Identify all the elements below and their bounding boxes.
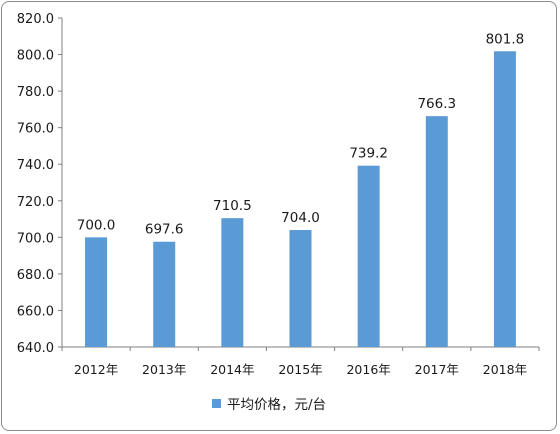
y-tick-label: 740.0 <box>17 158 54 173</box>
data-label: 801.8 <box>486 31 525 47</box>
y-tick-label: 640.0 <box>17 341 54 356</box>
y-axis-tick-labels: 640.0 660.0 680.0 700.0 720.0 740.0 760.0 780.0… <box>17 12 54 356</box>
bar <box>221 218 244 347</box>
bar <box>153 241 176 347</box>
x-tick-label: 2017年 <box>415 362 459 377</box>
y-tick-label: 720.0 <box>17 195 54 210</box>
legend: 平均价格，元/台 <box>212 397 326 413</box>
x-tick-label: 2018年 <box>483 362 527 377</box>
y-tick-label: 820.0 <box>17 12 54 27</box>
y-tick-label: 700.0 <box>17 231 54 246</box>
x-tick-label: 2015年 <box>278 362 322 377</box>
x-tick-label: 2014年 <box>210 362 254 377</box>
bar <box>85 237 108 347</box>
bar <box>425 116 448 347</box>
legend-label: 平均价格，元/台 <box>227 397 326 413</box>
y-tick-label: 680.0 <box>17 268 54 283</box>
y-tick-label: 800.0 <box>17 49 54 64</box>
x-axis-tick-labels: 2012年 2013年 2014年 2015年 2016年 2017年 2018年 <box>74 362 527 377</box>
data-label: 739.2 <box>349 146 388 162</box>
data-label: 700.0 <box>77 217 116 233</box>
bars <box>85 51 516 347</box>
y-tick-label: 780.0 <box>17 85 54 100</box>
data-label: 704.0 <box>281 210 320 226</box>
data-label: 766.3 <box>417 96 456 112</box>
data-label: 710.5 <box>213 198 252 214</box>
x-tick-label: 2016年 <box>346 362 390 377</box>
data-labels: 700.0 697.6 710.5 704.0 739.2 766.3 801.8 <box>77 31 525 237</box>
bar <box>357 165 380 347</box>
x-tick-label: 2013年 <box>142 362 186 377</box>
x-tick-label: 2012年 <box>74 362 118 377</box>
data-label: 697.6 <box>145 222 184 238</box>
y-tick-label: 760.0 <box>17 122 54 137</box>
y-tick-label: 660.0 <box>17 304 54 319</box>
legend-swatch <box>212 399 221 408</box>
bar <box>493 51 516 347</box>
bar <box>289 230 312 347</box>
